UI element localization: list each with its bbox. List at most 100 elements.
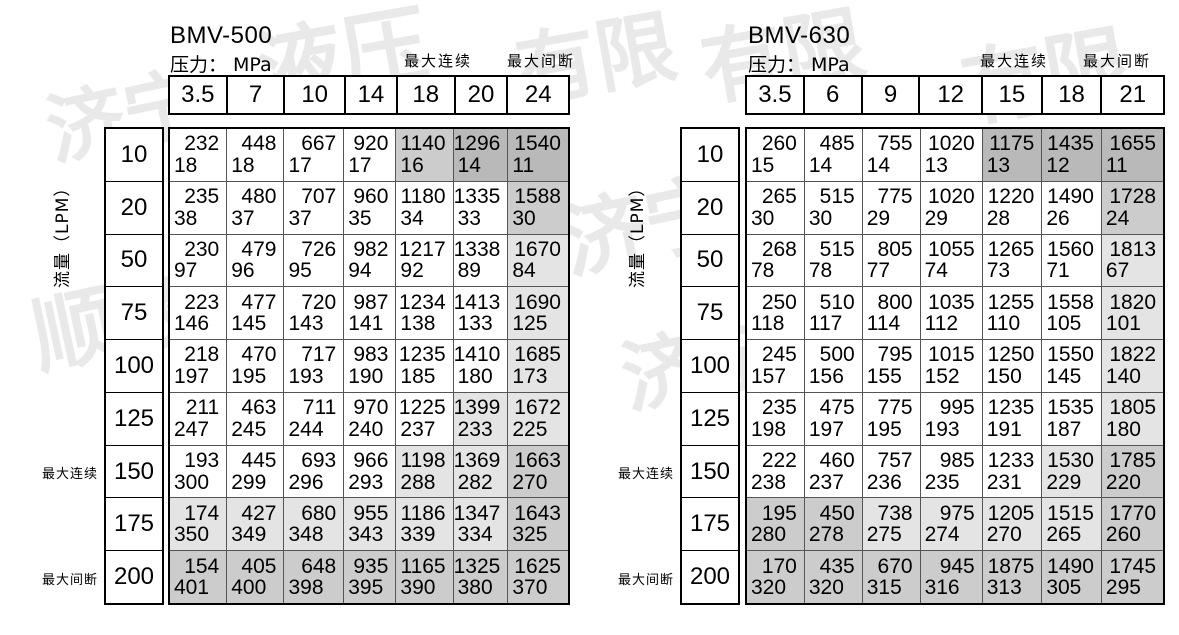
torque-value: 1535 xyxy=(1047,396,1094,420)
flow-rate-row-labels-right: 10 20 50 75 100 125 150 175 200 xyxy=(680,127,740,605)
pressure-header-row-right: 3.5 6 9 12 15 18 21 xyxy=(745,75,1165,115)
speed-value: 282 xyxy=(457,470,493,494)
speed-value: 370 xyxy=(512,576,548,600)
data-cell: 193 300 xyxy=(170,445,228,498)
pressure-unit-label-right: 压力： MPa xyxy=(748,54,850,76)
torque-value: 222 xyxy=(761,448,797,472)
speed-value: 94 xyxy=(348,259,372,283)
data-cell: 1490 26 xyxy=(1042,181,1102,234)
torque-value: 1530 xyxy=(1047,448,1094,472)
data-cell: 245 157 xyxy=(747,340,805,392)
torque-value: 670 xyxy=(877,554,913,578)
torque-value: 1205 xyxy=(987,501,1035,525)
data-cell: 427 349 xyxy=(227,498,285,551)
speed-value: 280 xyxy=(751,523,787,547)
speed-value: 96 xyxy=(231,259,255,283)
torque-value: 193 xyxy=(184,448,220,472)
torque-value: 195 xyxy=(761,501,797,525)
table-row: 230 97 479 96 726 95 982 94 1217 92 1338 89 1670 84 xyxy=(170,234,568,288)
table-row: 245 157 500 156 795 155 1015 152 1250 150 1550 145 1… xyxy=(747,340,1164,393)
speed-value: 380 xyxy=(457,576,493,600)
data-cell: 1347 334 xyxy=(453,498,509,551)
pressure-header-cell: 18 xyxy=(1043,77,1103,113)
data-cell: 1490 305 xyxy=(1042,551,1102,604)
data-cell: 1822 140 xyxy=(1101,340,1164,392)
data-cell: 1413 133 xyxy=(453,287,509,340)
data-cell: 170 320 xyxy=(747,551,805,604)
torque-value: 1822 xyxy=(1109,343,1157,367)
torque-value: 1728 xyxy=(1109,185,1157,209)
data-cell: 448 18 xyxy=(227,129,285,181)
speed-value: 185 xyxy=(400,365,436,389)
data-cell: 775 29 xyxy=(862,181,921,234)
speed-value: 191 xyxy=(986,417,1022,441)
speed-value: 190 xyxy=(348,365,384,389)
torque-value: 1296 xyxy=(453,132,501,156)
data-cell: 1728 24 xyxy=(1101,181,1164,234)
torque-value: 1435 xyxy=(1047,132,1094,156)
data-cell: 1235 185 xyxy=(396,340,454,392)
torque-value: 1813 xyxy=(1109,237,1157,261)
torque-value: 223 xyxy=(184,290,220,314)
flow-rate-label: 20 xyxy=(682,182,738,235)
table-title-bmv-500: BMV-500 xyxy=(170,22,273,49)
flow-rate-label: 75 xyxy=(682,287,738,341)
pressure-header-cell: 3.5 xyxy=(747,77,805,113)
speed-value: 193 xyxy=(924,417,960,441)
torque-value: 955 xyxy=(353,501,389,525)
data-cell: 1540 11 xyxy=(508,129,568,181)
data-cell: 463 245 xyxy=(227,392,285,445)
torque-value: 995 xyxy=(939,396,975,420)
flow-rate-label: 200 xyxy=(113,563,155,591)
flow-rate-label: 10 xyxy=(106,129,162,182)
data-cell: 1020 29 xyxy=(920,181,983,234)
data-cell: 1550 145 xyxy=(1042,340,1102,392)
speed-value: 180 xyxy=(457,365,493,389)
speed-value: 17 xyxy=(348,153,372,177)
flow-rate-label: 150 xyxy=(106,446,162,499)
data-cell: 983 190 xyxy=(344,340,397,392)
torque-value: 966 xyxy=(353,448,389,472)
torque-value: 435 xyxy=(819,554,855,578)
data-cell: 805 77 xyxy=(862,234,921,287)
speed-value: 141 xyxy=(348,312,384,336)
speed-value: 18 xyxy=(174,153,198,177)
max-intermittent-annotation-right: 最大间断 xyxy=(1083,52,1152,70)
torque-value: 460 xyxy=(819,448,855,472)
table-row: 154 401 405 400 648 398 935 395 1165 390 1325 380 16… xyxy=(170,551,568,604)
data-cell: 515 78 xyxy=(804,234,863,287)
torque-value: 463 xyxy=(241,396,277,420)
data-cell: 1685 173 xyxy=(508,340,568,392)
table-row: 260 15 485 14 755 14 1020 13 1175 13 1435 12 1655 11 xyxy=(747,129,1164,182)
data-cell: 1205 270 xyxy=(982,498,1043,551)
speed-value: 12 xyxy=(1046,153,1070,177)
torque-value: 480 xyxy=(241,185,277,209)
speed-value: 300 xyxy=(174,470,210,494)
flow-rate-label: 150 xyxy=(682,446,738,499)
speed-value: 155 xyxy=(866,365,902,389)
torque-value: 738 xyxy=(877,501,913,525)
torque-value: 1250 xyxy=(987,343,1035,367)
speed-value: 78 xyxy=(751,259,775,283)
data-cell: 755 14 xyxy=(862,129,921,181)
torque-value: 1588 xyxy=(514,185,561,209)
torque-value: 720 xyxy=(301,290,337,314)
data-cell: 707 37 xyxy=(284,181,345,234)
torque-value: 1625 xyxy=(514,554,561,578)
torque-value: 1198 xyxy=(400,448,446,472)
speed-value: 143 xyxy=(288,312,324,336)
table-panel-bmv-630: BMV-630 压力： MPa 最大连续 最大间断 3.5 6 9 12 15 18 21 … xyxy=(590,0,1179,635)
torque-value: 1785 xyxy=(1109,448,1157,472)
speed-value: 24 xyxy=(1105,206,1130,230)
data-cell: 1165 390 xyxy=(396,551,454,604)
speed-value: 305 xyxy=(1046,576,1082,600)
flow-rate-label: 10 xyxy=(682,129,738,182)
torque-value: 1745 xyxy=(1109,554,1157,578)
speed-value: 28 xyxy=(986,206,1011,230)
speed-value: 14 xyxy=(457,153,481,177)
speed-value: 278 xyxy=(808,523,844,547)
speed-value: 220 xyxy=(1105,470,1141,494)
speed-value: 296 xyxy=(288,470,324,494)
speed-value: 247 xyxy=(174,417,210,441)
speed-value: 173 xyxy=(512,365,548,389)
